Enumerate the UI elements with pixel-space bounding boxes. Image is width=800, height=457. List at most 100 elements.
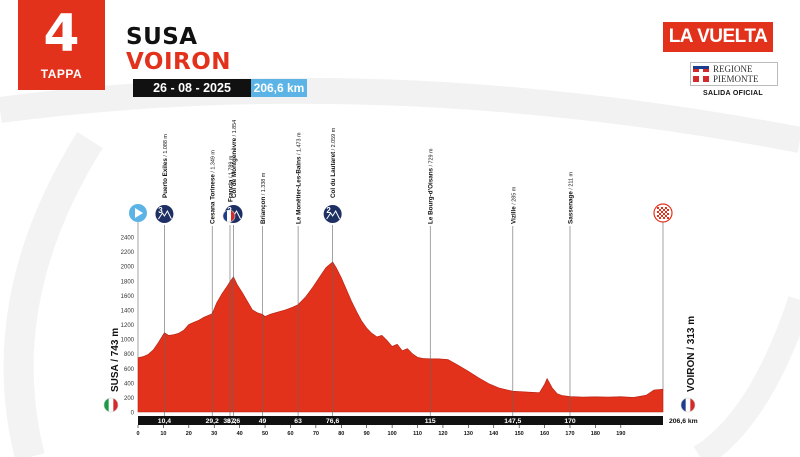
y-tick-label: 0 <box>131 411 135 417</box>
waypoint-name: Vizille <box>510 206 517 224</box>
x-tick-label: 120 <box>438 431 447 437</box>
y-tick-label: 800 <box>124 352 135 358</box>
y-tick-label: 2400 <box>121 236 135 242</box>
elevation-profile-area <box>137 261 664 413</box>
x-tick-label: 170 <box>565 431 574 437</box>
km-label: 206,6 km <box>669 418 698 425</box>
waypoint-altitude: / 1.789 m <box>228 155 234 179</box>
x-tick-label: 50 <box>262 431 268 437</box>
waypoint-label: Cesana Torinese / 1.349 m <box>210 150 217 224</box>
km-label: 10,4 <box>158 418 171 425</box>
waypoint-label: Briançon / 1.338 m <box>260 172 267 224</box>
x-tick-label: 90 <box>364 431 370 437</box>
waypoint-name: Le Bourg-d'Oisans <box>428 167 435 224</box>
x-tick-label: 180 <box>591 431 600 437</box>
waypoint-altitude: / 729 m <box>429 148 435 168</box>
waypoint-altitude: / 1.473 m <box>297 132 303 156</box>
category-number: 2 <box>326 206 331 215</box>
x-tick-label: 130 <box>464 431 473 437</box>
y-tick-label: 200 <box>124 396 135 402</box>
checkered-flag-icon <box>653 203 673 223</box>
stage-date: 26 - 08 - 2025 <box>133 79 251 97</box>
piemonte-crest-icon <box>693 66 709 82</box>
waypoint-altitude: / 1.854 <box>232 120 238 138</box>
waypoint-name: Col du Lautaret <box>330 151 337 198</box>
y-tick-label: 1400 <box>121 308 135 314</box>
x-tick-label: 10 <box>160 431 166 437</box>
x-tick-label: 60 <box>287 431 293 437</box>
waypoint-name: Sassenage <box>567 191 574 224</box>
waypoint-name: Puerto Exiles <box>162 158 169 198</box>
y-tick-label: 1200 <box>121 323 135 329</box>
x-tick-label: 150 <box>515 431 524 437</box>
stage-badge: 4 TAPPA <box>18 0 105 90</box>
border-flag-icon <box>222 209 236 223</box>
y-axis: 0 200 400 600 800 1000 1200 1400 1600 1800 2000 220… <box>121 236 135 417</box>
y-tick-label: 1600 <box>121 294 135 300</box>
waypoint-label: Sassenage / 211 m <box>567 172 574 224</box>
partner-line-2: PIEMONTE <box>713 74 759 84</box>
mountain-glyph <box>158 209 172 220</box>
y-tick-label: 600 <box>124 367 135 373</box>
km-label: 115 <box>425 418 436 425</box>
x-tick-label: 40 <box>237 431 243 437</box>
km-label: 49 <box>259 418 267 425</box>
stage-number: 4 <box>43 4 80 64</box>
finish-altitude-label: VOIRON / 313 m <box>686 316 697 392</box>
km-label: 76,6 <box>326 418 339 425</box>
stage-distance: 206,6 km <box>251 79 307 97</box>
waypoint-altitude: / 1.088 m <box>163 134 169 158</box>
waypoint-label: Le Bourg-d'Oisans / 729 m <box>428 148 435 224</box>
start-city: SUSA <box>126 24 198 50</box>
stage-label: TAPPA <box>40 67 83 81</box>
y-tick-label: 1000 <box>121 338 135 344</box>
start-country-flag <box>103 397 119 413</box>
partner-caption: SALIDA OFICIAL <box>703 90 763 97</box>
partner-line-1: REGIONE <box>713 64 753 74</box>
y-tick-label: 1800 <box>121 279 135 285</box>
x-axis: 0 10 20 30 40 50 60 70 80 90 100 110 120 130 140 150 160… <box>136 425 625 437</box>
x-tick-label: 140 <box>489 431 498 437</box>
regione-piemonte-logo: REGIONE PIEMONTE <box>690 62 778 86</box>
km-label: 37,6 <box>227 418 240 425</box>
x-tick-label: 100 <box>388 431 397 437</box>
waypoint-altitude: / 2.059 m <box>331 127 337 151</box>
x-tick-label: 0 <box>136 431 139 437</box>
waypoint-name: Francia <box>227 179 234 202</box>
waypoint-altitude: / 1.338 m <box>261 172 267 196</box>
y-tick-label: 2000 <box>121 265 135 271</box>
waypoint-label: Puerto Exiles / 1.088 m <box>162 134 169 198</box>
finish-country-flag <box>680 397 696 413</box>
x-tick-label: 190 <box>616 431 625 437</box>
mountain-glyph <box>326 209 341 220</box>
km-label: 170 <box>564 418 576 425</box>
waypoint-name: Cesana Torinese <box>210 174 217 224</box>
km-label: 63 <box>294 418 302 425</box>
waypoint-label: Col de Montgenèvre / 1.854 <box>231 120 238 198</box>
waypoints: 3 Puerto Exiles / 1.088 m Cesana Torinese … <box>155 120 574 416</box>
y-tick-label: 400 <box>124 381 135 387</box>
x-tick-label: 30 <box>211 431 217 437</box>
mountain-category-icon <box>155 205 174 223</box>
km-label: 36,2 <box>223 418 236 425</box>
waypoint-label: Col du Lautaret / 2.059 m <box>330 127 337 198</box>
start-altitude-label: SUSA / 743 m <box>110 328 121 392</box>
x-tick-label: 20 <box>186 431 192 437</box>
waypoint-name: Le Monêtier-Les-Bains <box>296 156 303 224</box>
category-number: 3 <box>158 206 163 215</box>
km-bar <box>138 416 663 425</box>
km-labels: 10,4 29,2 36,237,6 49 63 76,6 115 147,5 170 206,6… <box>158 418 698 425</box>
x-tick-label: 160 <box>540 431 549 437</box>
play-glyph <box>135 208 143 218</box>
x-tick-label: 80 <box>338 431 344 437</box>
km-label: 147,5 <box>504 418 521 425</box>
mountain-category-icon <box>323 205 342 223</box>
la-vuelta-logo: LA VUELTA <box>663 22 773 52</box>
x-tick-label: 110 <box>413 431 422 437</box>
waypoint-label: Vizille / 285 m <box>510 186 517 224</box>
waypoint-name: Briançon <box>260 197 267 224</box>
km-label: 29,2 <box>206 418 219 425</box>
waypoint-altitude: / 1.349 m <box>211 150 217 174</box>
